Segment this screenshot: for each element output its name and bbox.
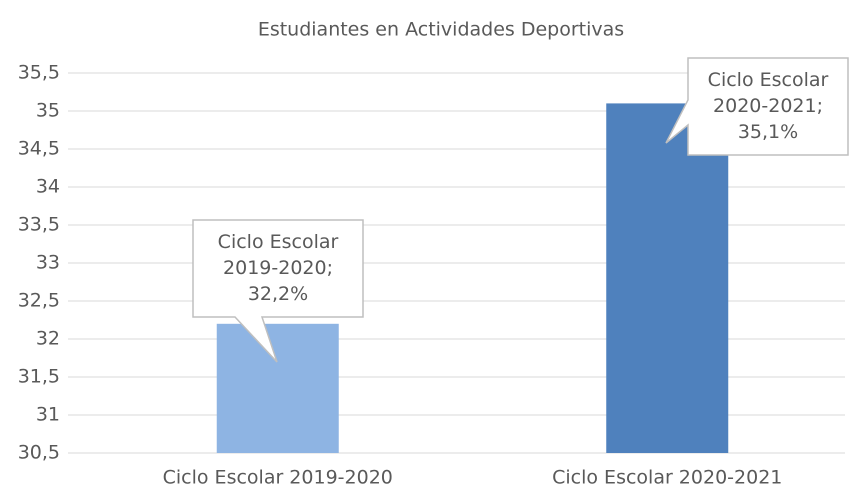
x-tick-label: Ciclo Escolar 2019-2020 — [163, 467, 393, 489]
y-tick-label: 35,5 — [18, 62, 60, 84]
bar — [606, 103, 729, 454]
y-tick-label: 32,5 — [18, 290, 60, 312]
y-tick-label: 34,5 — [18, 138, 60, 160]
callout — [192, 219, 364, 363]
callout — [665, 57, 849, 156]
data-label: Ciclo Escolar 2020-2021; 35,1% — [707, 69, 829, 143]
y-tick-label: 33,5 — [18, 214, 60, 236]
y-tick-label: 32 — [36, 328, 60, 350]
x-tick-label: Ciclo Escolar 2020-2021 — [552, 467, 782, 489]
y-tick-label: 33 — [36, 252, 60, 274]
bar — [216, 323, 339, 453]
y-tick-label: 30,5 — [18, 442, 60, 464]
y-tick-label: 35 — [36, 100, 60, 122]
y-tick-label: 31,5 — [18, 366, 60, 388]
y-tick-label: 34 — [36, 176, 60, 198]
data-label: Ciclo Escolar 2019-2020; 32,2% — [217, 231, 339, 305]
chart-title: Estudiantes en Actividades Deportivas — [258, 19, 624, 41]
y-tick-label: 31 — [36, 404, 60, 426]
